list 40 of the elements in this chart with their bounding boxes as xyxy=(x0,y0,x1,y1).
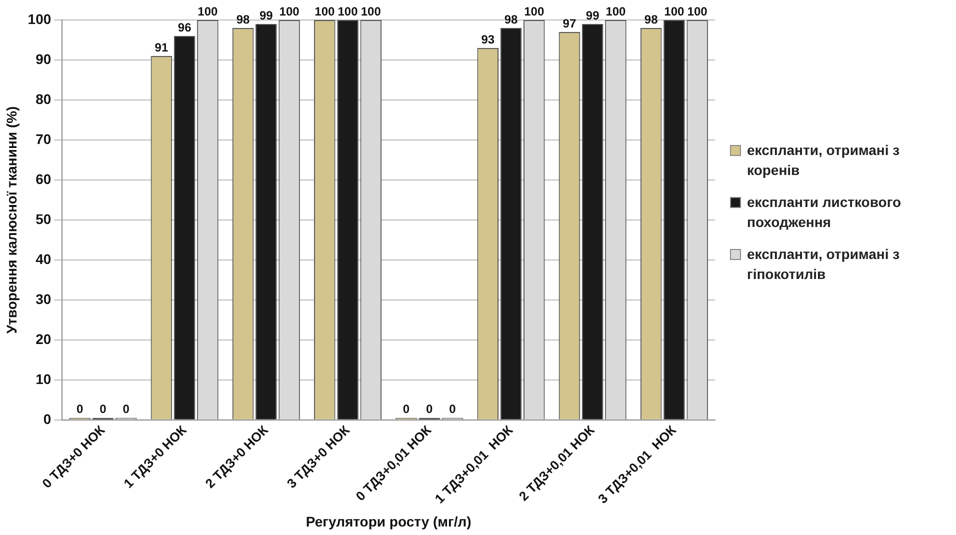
data-label: 0 xyxy=(449,402,456,416)
y-tick-label: 10 xyxy=(36,370,52,387)
y-axis-title: Утворення калюсної тканини (%) xyxy=(3,106,20,334)
y-tick-label: 20 xyxy=(36,330,52,347)
data-label: 98 xyxy=(644,12,658,26)
data-label: 100 xyxy=(338,4,358,18)
data-label: 100 xyxy=(198,4,218,18)
data-label: 100 xyxy=(314,4,335,18)
data-label: 0 xyxy=(426,402,434,416)
y-tick-label: 80 xyxy=(36,90,52,107)
data-label: 99 xyxy=(259,8,274,22)
data-label: 100 xyxy=(687,4,708,18)
y-tick-label: 100 xyxy=(28,10,52,27)
data-label: 91 xyxy=(154,40,168,54)
y-tick-label: 70 xyxy=(36,130,52,147)
data-label: 0 xyxy=(402,402,410,416)
y-tick-label: 30 xyxy=(36,290,52,307)
y-tick-label: 90 xyxy=(36,50,52,67)
data-label: 98 xyxy=(504,12,518,26)
data-label: 93 xyxy=(481,32,495,46)
data-label: 100 xyxy=(664,4,685,18)
data-label: 99 xyxy=(586,8,600,22)
data-label: 0 xyxy=(100,402,107,416)
data-label: 100 xyxy=(606,4,626,18)
legend-label: експланти, отримані з коренів xyxy=(747,141,901,180)
x-axis-title: Регулятори росту (мг/л) xyxy=(306,513,472,530)
data-label: 0 xyxy=(122,402,130,416)
y-tick-label: 40 xyxy=(36,250,52,267)
data-label: 0 xyxy=(76,402,84,416)
data-label: 100 xyxy=(360,4,382,18)
data-label: 100 xyxy=(279,4,300,18)
data-label: 98 xyxy=(236,12,250,26)
legend-label: експланти, отримані з гіпокотилів xyxy=(747,245,901,284)
y-tick-label: 0 xyxy=(43,410,52,427)
data-label: 96 xyxy=(178,20,192,34)
legend-label: експланти листкового походження xyxy=(747,193,902,232)
y-tick-label: 50 xyxy=(36,210,52,227)
data-label: 97 xyxy=(562,16,576,30)
y-tick-label: 60 xyxy=(36,170,52,187)
data-label: 100 xyxy=(524,4,544,18)
